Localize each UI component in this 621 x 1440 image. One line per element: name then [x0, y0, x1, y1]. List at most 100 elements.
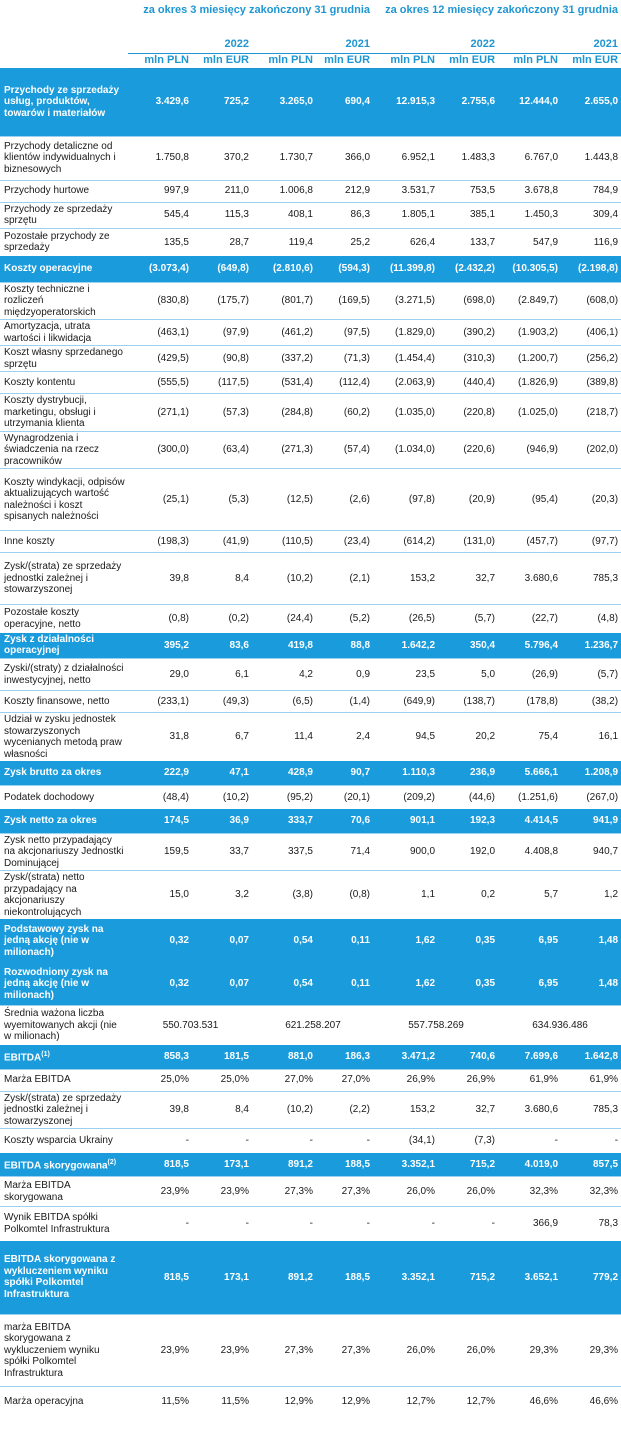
cell-value: 366,0	[316, 135, 374, 180]
cell-value: (198,3)	[128, 530, 192, 553]
cell-value: 23,9%	[128, 1314, 192, 1387]
cell-value: 5.666,1	[498, 761, 562, 785]
row-label: Zysk z działalności operacyjnej	[0, 632, 128, 659]
cell-value: (5,7)	[438, 604, 499, 633]
table-row: Zyski/(straty) z działalności inwestycyj…	[0, 658, 621, 691]
cell-value: 901,1	[373, 809, 439, 833]
cell-value: (440,4)	[438, 371, 499, 394]
cell-value: 3.652,1	[498, 1240, 562, 1315]
cell-value: 27,3%	[252, 1314, 316, 1387]
cell-value: (23,4)	[316, 530, 374, 553]
cell-value: 0,9	[316, 658, 374, 691]
cell-value: (20,9)	[438, 468, 499, 531]
cell-value: 25,0%	[128, 1068, 192, 1091]
row-label-text: EBITDA	[4, 1052, 42, 1064]
cell-value: 36,9	[192, 809, 252, 833]
table-row: Zysk/(strata) ze sprzedaży jednostki zal…	[0, 552, 621, 605]
cell-value: 28,7	[192, 227, 252, 256]
cell-value: (10.305,5)	[498, 256, 562, 282]
cell-value: 5.796,4	[498, 632, 562, 659]
cell-value: 1.750,8	[128, 135, 192, 180]
unit-header: mln EUR	[561, 53, 621, 69]
shares-row: Średnia ważona liczba wyemitowanych akcj…	[0, 1004, 621, 1045]
cell-value: 784,9	[561, 179, 621, 202]
cell-value: 547,9	[498, 227, 562, 256]
cell-value: (169,5)	[316, 281, 374, 320]
year-header: 2021	[252, 36, 374, 54]
row-label-text: Pozostałe koszty operacyjne, netto	[4, 607, 81, 630]
cell-value: (233,1)	[128, 690, 192, 713]
cell-value: 0,32	[128, 963, 192, 1005]
cell-value: 419,8	[252, 632, 316, 659]
cell-value: (3,8)	[252, 870, 316, 919]
cell-value: 20,2	[438, 712, 499, 761]
cell-value: 6.767,0	[498, 135, 562, 180]
cell-value: 26,0%	[373, 1314, 439, 1387]
cell-value: 173,1	[192, 1240, 252, 1315]
row-label-text: Marża operacyjna	[4, 1396, 84, 1407]
cell-value: 1,62	[373, 963, 439, 1005]
row-label-text: Przychody ze sprzedaży sprzętu	[4, 203, 113, 227]
cell-value: 550.703.531	[128, 1004, 252, 1045]
cell-value: 32,3%	[561, 1176, 621, 1207]
cell-value: (220,6)	[438, 430, 499, 469]
cell-value: 333,7	[252, 809, 316, 833]
cell-value: 135,5	[128, 227, 192, 256]
cell-value: 0,32	[128, 919, 192, 963]
table-row: Wynagrodzenia i świadczenia na rzecz pra…	[0, 430, 621, 469]
cell-value: (1.826,9)	[498, 371, 562, 394]
cell-value: (12,5)	[252, 468, 316, 531]
cell-value: 4.408,8	[498, 832, 562, 871]
year-header-row: 2022 2021 2022 2021	[0, 36, 621, 54]
table-row: EBITDA(1) 858,3 181,5 881,0 186,3 3.471,2 740,…	[0, 1045, 621, 1069]
cell-value: (48,4)	[128, 784, 192, 809]
cell-value: (649,9)	[373, 690, 439, 713]
cell-value: 1,48	[561, 919, 621, 963]
cell-value: 1.642,2	[373, 632, 439, 659]
cell-value: 12,7%	[438, 1386, 499, 1417]
cell-value: 26,9%	[373, 1068, 439, 1091]
cell-value: 174,5	[128, 809, 192, 833]
cell-value: 27,3%	[316, 1314, 374, 1387]
row-label-text: Koszty dystrybucji, marketingu, obsługi …	[4, 395, 96, 429]
cell-value: 0,11	[316, 963, 374, 1005]
cell-value: 222,9	[128, 761, 192, 785]
row-label-text: Amortyzacja, utrata wartości i likwidacj…	[4, 321, 92, 344]
cell-value: (10,2)	[252, 552, 316, 605]
period-header-row: za okres 3 miesięcy zakończony 31 grudni…	[0, 0, 621, 36]
cell-value: 6,1	[192, 658, 252, 691]
table-row: Zysk netto za okres 174,5 36,9 333,7 70,6 901…	[0, 809, 621, 833]
cell-value: 26,0%	[438, 1314, 499, 1387]
cell-value: 385,1	[438, 201, 499, 228]
row-label-text: Koszty techniczne i rozliczeń międzyoper…	[4, 283, 96, 318]
cell-value: 11,5%	[128, 1386, 192, 1417]
cell-value: (10,2)	[252, 1090, 316, 1129]
cell-value: (555,5)	[128, 371, 192, 394]
cell-value: (97,7)	[561, 530, 621, 553]
cell-value: 3.680,6	[498, 552, 562, 605]
cell-value: (271,3)	[252, 430, 316, 469]
cell-value: (97,9)	[192, 319, 252, 346]
table-row: Koszty wsparcia Ukrainy - - - - (34,1) (7,3) - -	[0, 1128, 621, 1153]
cell-value: 8,4	[192, 1090, 252, 1129]
table-row: Koszt własny sprzedanego sprzętu (429,5)(…	[0, 345, 621, 372]
cell-value: (24,4)	[252, 604, 316, 633]
row-label: Przychody hurtowe	[0, 179, 128, 202]
row-label-text: Rozwodniony zysk na jedną akcję (nie w m…	[4, 966, 108, 1001]
row-label-text: Zysk brutto za okres	[4, 767, 102, 778]
cell-value: (256,2)	[561, 345, 621, 372]
table-row: Zysk brutto za okres 222,9 47,1 428,9 90,7 1.…	[0, 761, 621, 785]
year-header: 2022	[128, 36, 252, 54]
row-label: Przychody ze sprzedaży usług, produktów,…	[0, 68, 128, 136]
unit-header: mln EUR	[316, 53, 374, 69]
cell-value: (801,7)	[252, 281, 316, 320]
cell-value: -	[252, 1128, 316, 1153]
cell-value: 350,4	[438, 632, 499, 659]
cell-value: 1.450,3	[498, 201, 562, 228]
cell-value: 891,2	[252, 1152, 316, 1177]
cell-value: (34,1)	[373, 1128, 439, 1153]
cell-value: 753,5	[438, 179, 499, 202]
cell-value: 3.265,0	[252, 68, 316, 136]
table-row: Zysk netto przypadający na akcjonariuszy…	[0, 832, 621, 871]
cell-value: (4,8)	[561, 604, 621, 633]
